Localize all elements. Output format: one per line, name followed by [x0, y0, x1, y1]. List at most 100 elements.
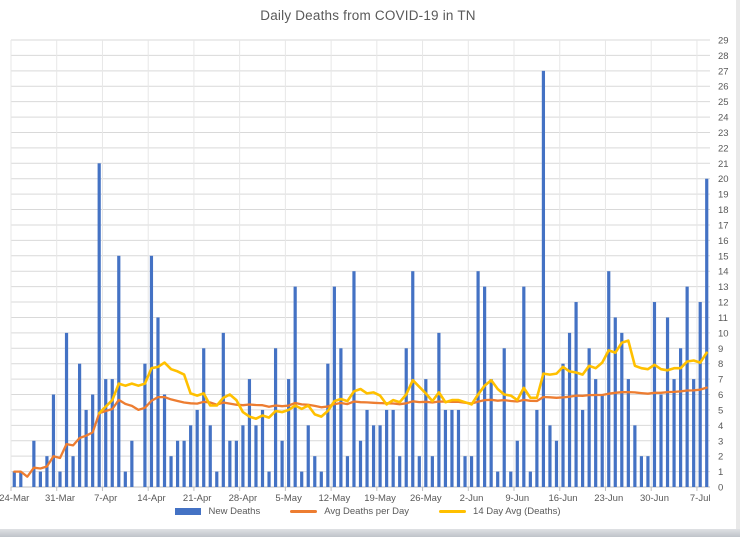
bar	[293, 286, 297, 487]
bar	[371, 425, 376, 487]
bar	[404, 348, 408, 487]
bar	[156, 317, 160, 487]
y-tick-label: 5	[718, 405, 723, 416]
bar	[77, 363, 82, 487]
x-tick-label: 19-May	[364, 493, 396, 504]
bar	[398, 456, 402, 487]
bar	[228, 440, 232, 487]
bar	[241, 425, 245, 487]
bar	[215, 471, 219, 487]
bar	[195, 409, 199, 487]
y-tick-label: 18	[718, 205, 729, 216]
bar	[613, 317, 617, 487]
bar	[633, 425, 637, 487]
y-tick-label: 29	[718, 36, 729, 47]
bar	[110, 379, 114, 487]
bar	[71, 456, 75, 487]
y-tick-label: 2	[718, 452, 723, 463]
bar	[437, 332, 441, 487]
y-tick-label: 21	[718, 159, 729, 170]
bar	[378, 425, 382, 487]
x-tick-label: 31-Mar	[45, 493, 75, 504]
y-tick-label: 7	[718, 375, 723, 386]
y-tick-label: 11	[718, 313, 728, 324]
bar	[509, 471, 513, 487]
bar	[84, 409, 88, 487]
bar	[12, 471, 16, 487]
x-tick-label: 16-Jun	[548, 493, 577, 504]
y-tick-label: 8	[718, 359, 723, 370]
x-tick-label: 2-Jun	[460, 493, 484, 504]
bar	[306, 425, 310, 487]
window-right-edge	[736, 0, 740, 537]
bar	[489, 379, 493, 487]
bar	[607, 271, 611, 487]
bar	[476, 271, 480, 487]
bar	[358, 440, 363, 487]
bar	[19, 471, 23, 487]
bar	[502, 348, 506, 487]
14day-avg-line	[97, 339, 709, 421]
x-tick-label: 9-Jun	[505, 493, 529, 504]
x-tick-label: 7-Jul	[690, 493, 711, 504]
bar	[319, 471, 323, 487]
bar	[665, 317, 670, 487]
bar	[182, 440, 186, 487]
14day-avg-swatch-icon	[439, 510, 467, 513]
chart-title: Daily Deaths from COVID-19 in TN	[260, 8, 476, 23]
bar	[260, 409, 265, 487]
bar	[541, 70, 546, 488]
bar	[365, 409, 369, 487]
bar	[424, 379, 428, 487]
bar	[38, 471, 42, 487]
bar	[175, 440, 180, 487]
y-tick-label: 16	[718, 236, 729, 247]
bar	[287, 379, 291, 487]
bar	[339, 348, 343, 487]
y-tick-label: 23	[718, 128, 729, 139]
bar	[535, 409, 539, 487]
bar	[189, 425, 193, 487]
bar	[698, 302, 702, 487]
bars-new-deaths	[12, 70, 709, 488]
bar	[254, 425, 258, 487]
y-tick-label: 15	[718, 251, 729, 262]
y-tick-label: 3	[718, 436, 723, 447]
bar	[561, 363, 565, 487]
bar	[58, 471, 62, 487]
bar	[332, 286, 336, 487]
x-tick-label: 26-May	[410, 493, 442, 504]
bar	[221, 332, 225, 487]
bar	[430, 456, 434, 487]
bar	[104, 379, 108, 487]
y-tick-label: 17	[718, 220, 729, 231]
bar	[639, 456, 644, 487]
y-tick-label: 6	[718, 390, 723, 401]
y-tick-label: 20	[718, 174, 729, 185]
x-tick-label: 24-Mar	[0, 493, 29, 504]
y-tick-label: 10	[718, 328, 729, 339]
bar	[587, 348, 591, 487]
bar	[391, 409, 395, 487]
bar	[567, 332, 572, 487]
bar	[123, 471, 127, 487]
x-tick-label: 23-Jun	[594, 493, 623, 504]
y-tick-label: 25	[718, 97, 729, 108]
legend-label: 14 Day Avg (Deaths)	[473, 506, 561, 517]
y-tick-label: 24	[718, 113, 729, 124]
x-tick-label: 14-Apr	[137, 493, 166, 504]
avg-deaths-line	[13, 386, 708, 478]
legend-item-new-deaths: New Deaths	[175, 506, 260, 517]
y-axis-labels: 0123456789101112131415161718192021222324…	[718, 36, 729, 494]
bar	[234, 440, 238, 487]
bar	[117, 255, 121, 487]
bar	[202, 348, 206, 487]
bar	[463, 456, 467, 487]
bar	[385, 409, 389, 487]
bar	[162, 394, 167, 487]
y-tick-label: 0	[718, 483, 723, 494]
bar	[685, 286, 689, 487]
chart-legend: New Deaths Avg Deaths per Day 14 Day Avg…	[0, 506, 736, 517]
bar	[300, 471, 304, 487]
